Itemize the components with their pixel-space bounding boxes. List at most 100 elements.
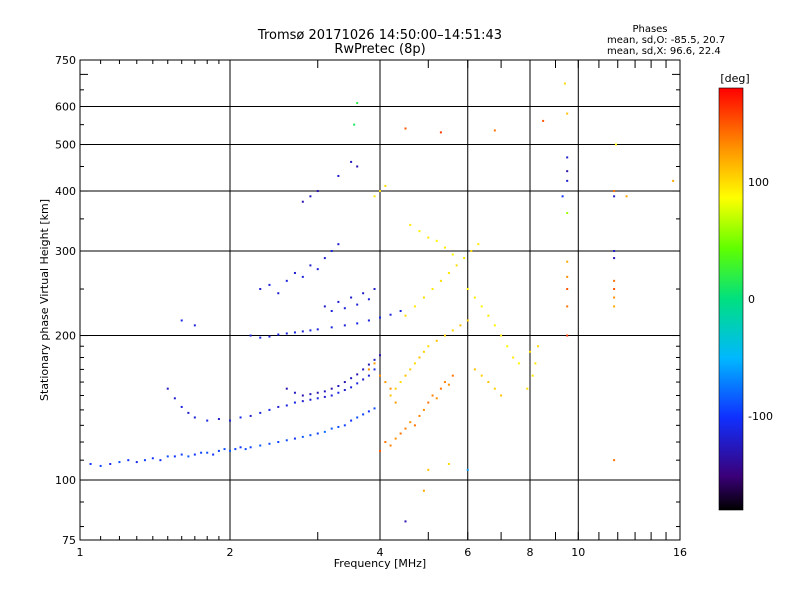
data-point [323, 395, 326, 398]
data-point [356, 322, 359, 325]
data-point [379, 190, 381, 193]
data-point [389, 394, 392, 397]
x-tick-label: 8 [527, 546, 534, 559]
data-point [506, 345, 509, 348]
data-point [285, 332, 288, 335]
colorbar-gradient [719, 88, 743, 510]
data-point [277, 333, 280, 336]
data-point [566, 305, 569, 308]
data-point [367, 368, 370, 371]
colorbar-tick-100: 100 [748, 176, 769, 189]
data-point [180, 405, 183, 408]
colorbar-border [718, 87, 744, 511]
data-point [531, 374, 534, 377]
colorbar: [deg] 100 0 -100 [718, 72, 773, 511]
data-point [379, 354, 381, 357]
data-point [367, 363, 370, 366]
data-point [323, 430, 326, 433]
phase-box-title: Phases [632, 24, 667, 35]
data-point [293, 391, 296, 394]
data-point [330, 326, 333, 329]
data-point [384, 441, 387, 444]
data-point [309, 434, 312, 437]
data-point [500, 334, 503, 337]
data-point [259, 288, 262, 291]
data-point [217, 449, 220, 452]
data-point [561, 195, 564, 198]
data-point [447, 462, 450, 465]
data-point [566, 334, 569, 337]
data-point [337, 243, 340, 246]
data-point [127, 459, 130, 462]
data-point [229, 449, 231, 452]
x-tick-label: 1 [77, 546, 84, 559]
data-point [493, 387, 496, 390]
data-point [316, 268, 319, 271]
data-point [285, 279, 288, 282]
data-point [613, 305, 616, 308]
data-point [316, 397, 319, 400]
data-point [301, 394, 304, 397]
data-point [193, 453, 196, 456]
y-tick-label: 200 [55, 330, 76, 343]
data-point [356, 373, 359, 376]
data-point [672, 179, 675, 182]
data-point [367, 410, 370, 413]
data-point [431, 288, 434, 291]
data-point [356, 102, 359, 105]
data-point [343, 389, 346, 392]
data-point [166, 387, 169, 390]
data-point [443, 246, 446, 249]
data-point [384, 381, 387, 384]
data-point [223, 448, 226, 451]
y-tick-label: 100 [55, 474, 76, 487]
data-point [443, 334, 446, 337]
data-point [268, 335, 271, 338]
data-point [566, 156, 569, 159]
data-point [285, 439, 288, 442]
data-point [244, 448, 247, 451]
data-point [193, 416, 196, 419]
y-tick-label: 500 [55, 139, 76, 152]
plot-frame: 1 2 4 6 8 10 16 75 100 200 300 400 500 600 750 [55, 54, 687, 559]
x-tick-label: 2 [227, 546, 234, 559]
data-point [135, 461, 138, 464]
data-point [362, 413, 365, 416]
data-point [409, 421, 412, 424]
data-point [343, 324, 346, 327]
data-point [268, 408, 271, 411]
data-point [350, 296, 353, 299]
data-point [316, 190, 319, 193]
scatter-points [89, 82, 675, 523]
data-point [409, 368, 412, 371]
data-point [99, 464, 102, 467]
data-point [534, 362, 537, 365]
data-point [316, 391, 319, 394]
data-point [373, 358, 376, 361]
data-point [180, 319, 183, 322]
data-point [409, 223, 412, 226]
data-point [301, 400, 304, 403]
data-point [367, 298, 370, 301]
data-point [512, 356, 515, 359]
data-point [166, 455, 169, 458]
data-point [309, 195, 312, 198]
data-point [413, 424, 416, 427]
phase-stats-x: mean, sd,X: 96.6, 22.4 [607, 46, 721, 57]
data-point [217, 418, 220, 421]
data-point [487, 381, 490, 384]
y-tick-label: 750 [55, 54, 76, 67]
data-point [439, 131, 442, 134]
data-point [277, 441, 280, 444]
data-point [613, 459, 616, 462]
data-point [301, 200, 304, 203]
data-point [309, 393, 312, 396]
data-point [404, 427, 407, 430]
data-point [285, 404, 288, 407]
data-point [566, 288, 569, 291]
data-point [259, 411, 262, 414]
data-point [473, 368, 476, 371]
data-point [309, 329, 312, 332]
